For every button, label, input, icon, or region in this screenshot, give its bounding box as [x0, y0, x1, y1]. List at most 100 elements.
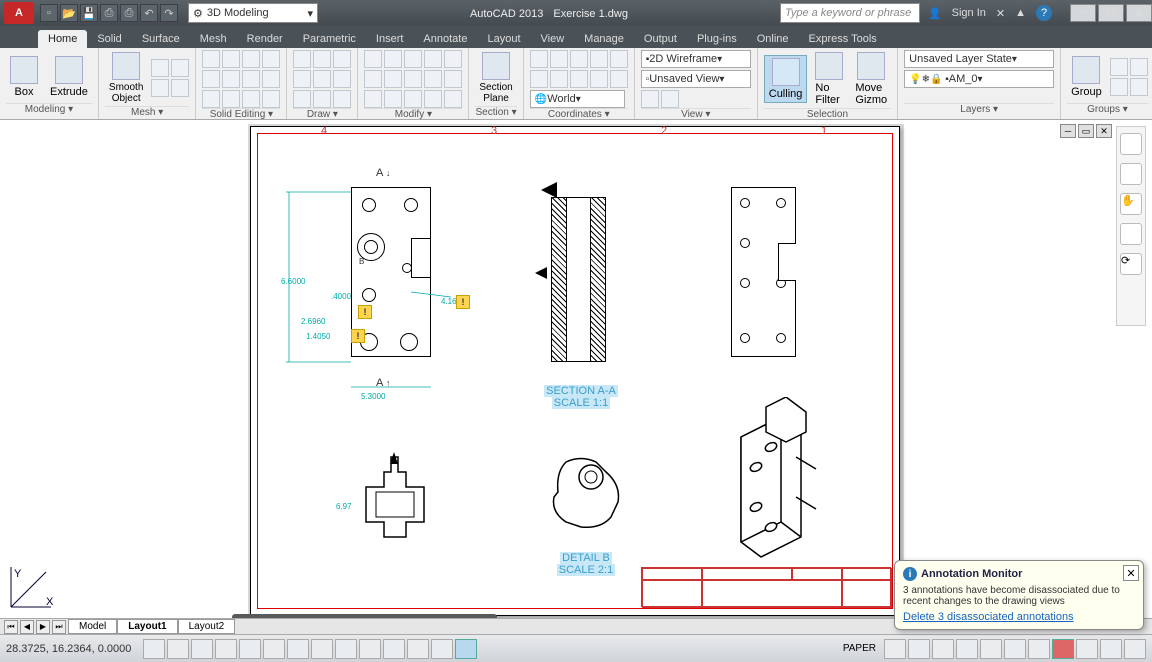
status-tool[interactable] — [956, 639, 978, 659]
ucs-tool[interactable] — [530, 50, 548, 68]
search-input[interactable]: Type a keyword or phrase — [780, 3, 920, 23]
se-tool[interactable] — [242, 70, 260, 88]
se-tool[interactable] — [222, 70, 240, 88]
draw-tool[interactable] — [313, 90, 331, 108]
mod-tool[interactable] — [364, 90, 382, 108]
draw-tool[interactable] — [313, 50, 331, 68]
tab-output[interactable]: Output — [634, 30, 687, 48]
draw-tool[interactable] — [333, 50, 351, 68]
ucs-tool[interactable] — [550, 70, 568, 88]
mod-tool[interactable] — [364, 70, 382, 88]
qat-open-icon[interactable]: 📂 — [60, 4, 78, 22]
popup-action-link[interactable]: Delete 3 disassociated annotations — [903, 611, 1135, 623]
panel-label[interactable]: Selection — [764, 108, 891, 120]
warning-icon[interactable]: ! — [358, 305, 372, 319]
se-tool[interactable] — [202, 50, 220, 68]
tpy-toggle[interactable] — [383, 639, 405, 659]
layer-dropdown[interactable]: 💡❄🔒 ▪ AM_0 ▾ — [904, 70, 1054, 88]
doc-minimize-button[interactable]: ─ — [1060, 124, 1076, 138]
tab-surface[interactable]: Surface — [132, 30, 190, 48]
dyn-toggle[interactable] — [335, 639, 357, 659]
panel-label[interactable]: View ▾ — [641, 108, 751, 120]
se-tool[interactable] — [222, 50, 240, 68]
help-icon[interactable]: ? — [1036, 5, 1052, 21]
ucs-tool[interactable] — [590, 70, 608, 88]
tab-nav-last[interactable]: ⏭ — [52, 620, 66, 634]
exchange-icon[interactable]: ✕ — [996, 7, 1005, 20]
se-tool[interactable] — [242, 50, 260, 68]
autodesk-icon[interactable]: ▲ — [1015, 7, 1026, 19]
ortho-toggle[interactable] — [191, 639, 213, 659]
signin-button[interactable]: Sign In — [952, 7, 986, 19]
qat-save-icon[interactable]: 💾 — [80, 4, 98, 22]
mod-tool[interactable] — [384, 70, 402, 88]
status-tool[interactable] — [1076, 639, 1098, 659]
layout-tab-model[interactable]: Model — [68, 619, 117, 634]
lwt-toggle[interactable] — [359, 639, 381, 659]
mod-tool[interactable] — [444, 70, 462, 88]
workspace-dropdown[interactable]: ⚙3D Modeling▾ — [188, 3, 318, 23]
view-tool[interactable] — [661, 90, 679, 108]
mesh-tool[interactable] — [171, 59, 189, 77]
no-filter-button[interactable]: No Filter — [811, 50, 847, 108]
se-tool[interactable] — [202, 90, 220, 108]
sc-toggle[interactable] — [431, 639, 453, 659]
mod-tool[interactable] — [404, 90, 422, 108]
panel-label[interactable]: Solid Editing ▾ — [202, 108, 280, 120]
qat-undo-icon[interactable]: ↶ — [140, 4, 158, 22]
close-button[interactable]: ✕ — [1126, 4, 1152, 22]
steering-wheel-icon[interactable] — [1120, 163, 1142, 185]
panel-label[interactable]: Modify ▾ — [364, 108, 462, 120]
space-indicator[interactable]: PAPER — [843, 643, 876, 654]
grid-toggle[interactable] — [167, 639, 189, 659]
mod-tool[interactable] — [444, 50, 462, 68]
mod-tool[interactable] — [364, 50, 382, 68]
osnap-toggle[interactable] — [239, 639, 261, 659]
qat-redo-icon[interactable]: ↷ — [160, 4, 178, 22]
status-tool[interactable] — [932, 639, 954, 659]
mod-tool[interactable] — [404, 50, 422, 68]
orbit-icon[interactable]: ⟳ — [1120, 253, 1142, 275]
signin-icon[interactable]: 👤 — [928, 7, 942, 20]
status-tool[interactable] — [1028, 639, 1050, 659]
tab-solid[interactable]: Solid — [87, 30, 131, 48]
panel-label[interactable]: Coordinates ▾ — [530, 108, 628, 120]
minimize-button[interactable]: ─ — [1070, 4, 1096, 22]
ucs-tool[interactable] — [530, 70, 548, 88]
am-toggle[interactable] — [455, 639, 477, 659]
visual-style-dropdown[interactable]: ▪ 2D Wireframe ▾ — [641, 50, 751, 68]
qat-new-icon[interactable]: ▫ — [40, 4, 58, 22]
tab-nav-first[interactable]: ⏮ — [4, 620, 18, 634]
move-gizmo-button[interactable]: Move Gizmo — [851, 50, 891, 108]
maximize-button[interactable]: ▢ — [1098, 4, 1124, 22]
group-button[interactable]: Group — [1067, 54, 1106, 100]
tab-mesh[interactable]: Mesh — [190, 30, 237, 48]
saved-view-dropdown[interactable]: ▫ Unsaved View ▾ — [641, 70, 751, 88]
status-tool[interactable] — [980, 639, 1002, 659]
polar-toggle[interactable] — [215, 639, 237, 659]
mesh-tool[interactable] — [171, 79, 189, 97]
ucs-tool[interactable] — [570, 70, 588, 88]
layout-tab-layout1[interactable]: Layout1 — [117, 619, 177, 634]
panel-label[interactable]: Mesh ▾ — [105, 106, 189, 118]
tab-annotate[interactable]: Annotate — [413, 30, 477, 48]
mod-tool[interactable] — [424, 70, 442, 88]
draw-tool[interactable] — [313, 70, 331, 88]
tab-express-tools[interactable]: Express Tools — [799, 30, 887, 48]
mesh-tool[interactable] — [151, 59, 169, 77]
draw-tool[interactable] — [293, 70, 311, 88]
tab-manage[interactable]: Manage — [574, 30, 634, 48]
draw-tool[interactable] — [293, 50, 311, 68]
doc-close-button[interactable]: ✕ — [1096, 124, 1112, 138]
draw-tool[interactable] — [333, 70, 351, 88]
status-tool[interactable] — [1100, 639, 1122, 659]
otrack-toggle[interactable] — [287, 639, 309, 659]
tab-layout[interactable]: Layout — [477, 30, 530, 48]
warning-icon[interactable]: ! — [351, 329, 365, 343]
tab-plug-ins[interactable]: Plug-ins — [687, 30, 747, 48]
se-tool[interactable] — [262, 90, 280, 108]
layer-state-dropdown[interactable]: Unsaved Layer State ▾ — [904, 50, 1054, 68]
qat-saveas-icon[interactable]: ⎙ — [100, 4, 118, 22]
view-tool[interactable] — [641, 90, 659, 108]
tab-home[interactable]: Home — [38, 30, 87, 48]
